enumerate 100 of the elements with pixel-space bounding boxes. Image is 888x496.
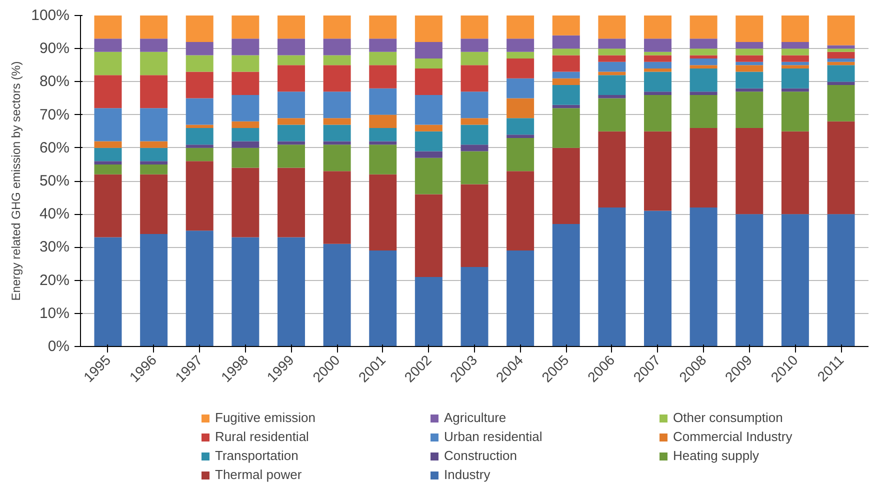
bar <box>278 237 305 346</box>
bar <box>414 131 442 152</box>
bar <box>598 55 626 62</box>
bar <box>506 171 534 251</box>
bar <box>644 94 672 132</box>
bar <box>460 65 488 92</box>
bar <box>414 124 442 132</box>
bar <box>598 48 626 56</box>
bar <box>323 171 351 244</box>
bar <box>414 194 442 277</box>
bar <box>506 134 534 138</box>
bar <box>552 55 580 72</box>
bar <box>323 65 351 92</box>
bar <box>369 128 397 142</box>
bar <box>369 250 397 346</box>
bar <box>736 88 764 92</box>
bar <box>598 131 626 208</box>
bar <box>690 207 718 346</box>
bar <box>598 16 626 39</box>
bar <box>369 16 397 39</box>
bar <box>140 16 168 39</box>
bar <box>781 16 809 42</box>
bar <box>506 52 534 59</box>
bar <box>232 16 260 39</box>
y-tick-label: 50% <box>39 172 70 190</box>
bar <box>506 98 534 118</box>
y-tick-label: 20% <box>39 272 70 289</box>
bar <box>552 48 580 56</box>
y-tick-label: 60% <box>39 139 70 156</box>
bar <box>781 48 809 56</box>
bar <box>140 52 168 76</box>
bar <box>232 55 260 72</box>
bar <box>232 168 260 238</box>
bar <box>736 16 764 42</box>
bar <box>827 65 855 82</box>
bar <box>644 131 672 211</box>
bar <box>94 161 122 164</box>
bar <box>690 128 718 208</box>
bar <box>414 94 442 125</box>
bar <box>598 38 626 49</box>
bar <box>369 141 397 145</box>
bar <box>369 174 397 251</box>
bar <box>414 276 442 346</box>
bar <box>781 42 809 49</box>
y-tick-label: 80% <box>39 73 70 90</box>
bar <box>506 118 534 135</box>
bar <box>552 108 580 148</box>
bar <box>736 42 764 49</box>
bar <box>690 68 718 92</box>
legend-label: Transportation <box>215 448 300 463</box>
bar <box>552 104 580 108</box>
bar <box>140 234 168 346</box>
bar <box>690 94 718 128</box>
bar <box>827 45 855 49</box>
bar <box>781 88 809 92</box>
bar <box>781 68 809 88</box>
bar <box>94 52 122 76</box>
legend-label: Thermal power <box>215 467 303 482</box>
bar <box>140 75 168 108</box>
bar <box>644 68 672 72</box>
bar <box>94 174 122 238</box>
bar <box>186 148 214 162</box>
bar <box>827 82 855 86</box>
bar <box>598 94 626 98</box>
bar <box>644 55 672 62</box>
y-tick-label: 70% <box>39 106 70 124</box>
bar <box>323 244 351 346</box>
bar <box>506 58 534 78</box>
bar <box>690 48 718 56</box>
bar <box>644 210 672 346</box>
bar <box>232 38 260 56</box>
bar <box>140 174 168 234</box>
bar <box>690 92 718 95</box>
bar <box>94 38 122 52</box>
bar <box>552 85 580 105</box>
bar <box>232 128 260 142</box>
bar <box>323 124 351 142</box>
bar <box>414 151 442 158</box>
bar <box>232 72 260 95</box>
bar <box>232 148 260 168</box>
bar <box>94 148 122 162</box>
bar <box>827 85 855 122</box>
bar <box>690 38 718 49</box>
bar <box>186 124 214 128</box>
bar <box>278 92 305 118</box>
bar <box>140 164 168 174</box>
bar <box>598 62 626 72</box>
bar <box>278 16 305 39</box>
bar <box>414 42 442 59</box>
bar <box>736 62 764 66</box>
bar <box>414 58 442 68</box>
y-tick-label: 0% <box>48 338 70 355</box>
bar <box>736 55 764 62</box>
bar <box>414 158 442 194</box>
bar <box>781 62 809 66</box>
bar <box>460 16 488 39</box>
bar <box>186 16 214 42</box>
bar <box>781 214 809 346</box>
bar <box>781 131 809 214</box>
bar <box>506 138 534 172</box>
